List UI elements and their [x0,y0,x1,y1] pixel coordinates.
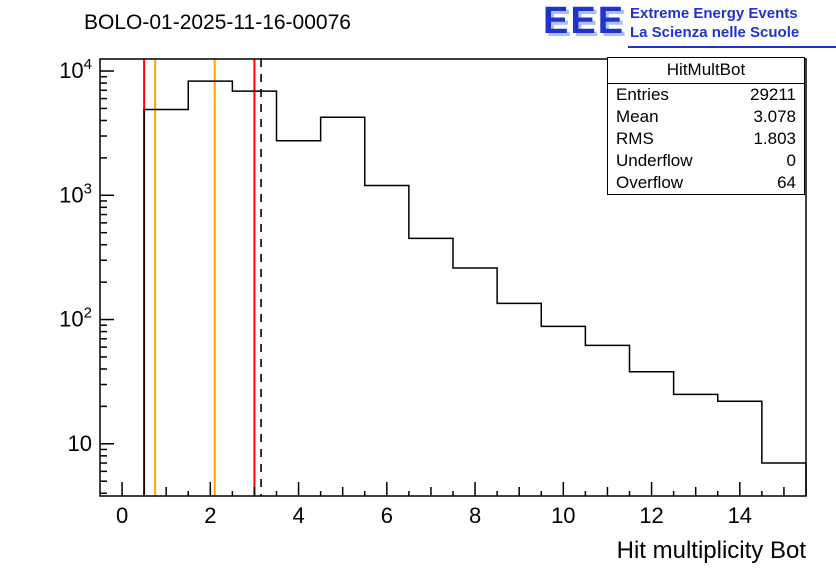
svg-text:8: 8 [469,503,481,528]
stats-header: HitMultBot [608,58,804,84]
svg-text:104: 104 [59,56,92,83]
svg-text:6: 6 [381,503,393,528]
eee-logo-lines: Extreme Energy Events La Scienza nelle S… [630,4,836,42]
x-axis-title: Hit multiplicity Bot [616,537,806,564]
svg-text:2: 2 [204,503,216,528]
histogram-line [143,80,807,496]
eee-logo-underline [628,46,836,48]
stat-value: 29211 [749,85,796,104]
stat-value: 3.078 [753,107,796,126]
svg-text:102: 102 [59,305,92,332]
svg-text:12: 12 [639,503,663,528]
stat-label: Entries [616,85,669,104]
svg-text:10: 10 [68,431,92,456]
svg-text:14: 14 [728,503,752,528]
stat-value: 1.803 [753,129,796,148]
eee-logo-line1: Extreme Energy Events [630,5,798,22]
stat-label: RMS [616,129,654,148]
stat-value: 64 [777,173,796,192]
eee-logo-acronym: EEE [543,0,626,42]
stat-label: Underflow [616,151,693,170]
stat-row-overflow: Overflow 64 [608,172,804,194]
stat-label: Mean [616,107,659,126]
stat-value: 0 [786,151,796,170]
plot-title: BOLO-01-2025-11-16-00076 [84,11,351,34]
y-axis: 10 102 103 104 [59,56,114,494]
svg-text:103: 103 [59,180,92,207]
eee-logo-line2: La Scienza nelle Scuole [630,24,800,41]
x-axis: 0 2 4 6 8 10 12 14 [116,482,785,528]
stat-row-underflow: Underflow 0 [608,150,804,172]
stat-row-rms: RMS 1.803 [608,128,804,150]
stats-box: HitMultBot Entries 29211 Mean 3.078 RMS … [607,57,805,195]
stat-row-entries: Entries 29211 [608,84,804,106]
eee-logo: EEE Extreme Energy Events La Scienza nel… [543,0,836,50]
stat-label: Overflow [616,173,684,192]
svg-text:10: 10 [551,503,575,528]
svg-text:0: 0 [116,503,128,528]
svg-text:4: 4 [292,503,304,528]
marker-lines [143,59,262,496]
stat-row-mean: Mean 3.078 [608,106,804,128]
